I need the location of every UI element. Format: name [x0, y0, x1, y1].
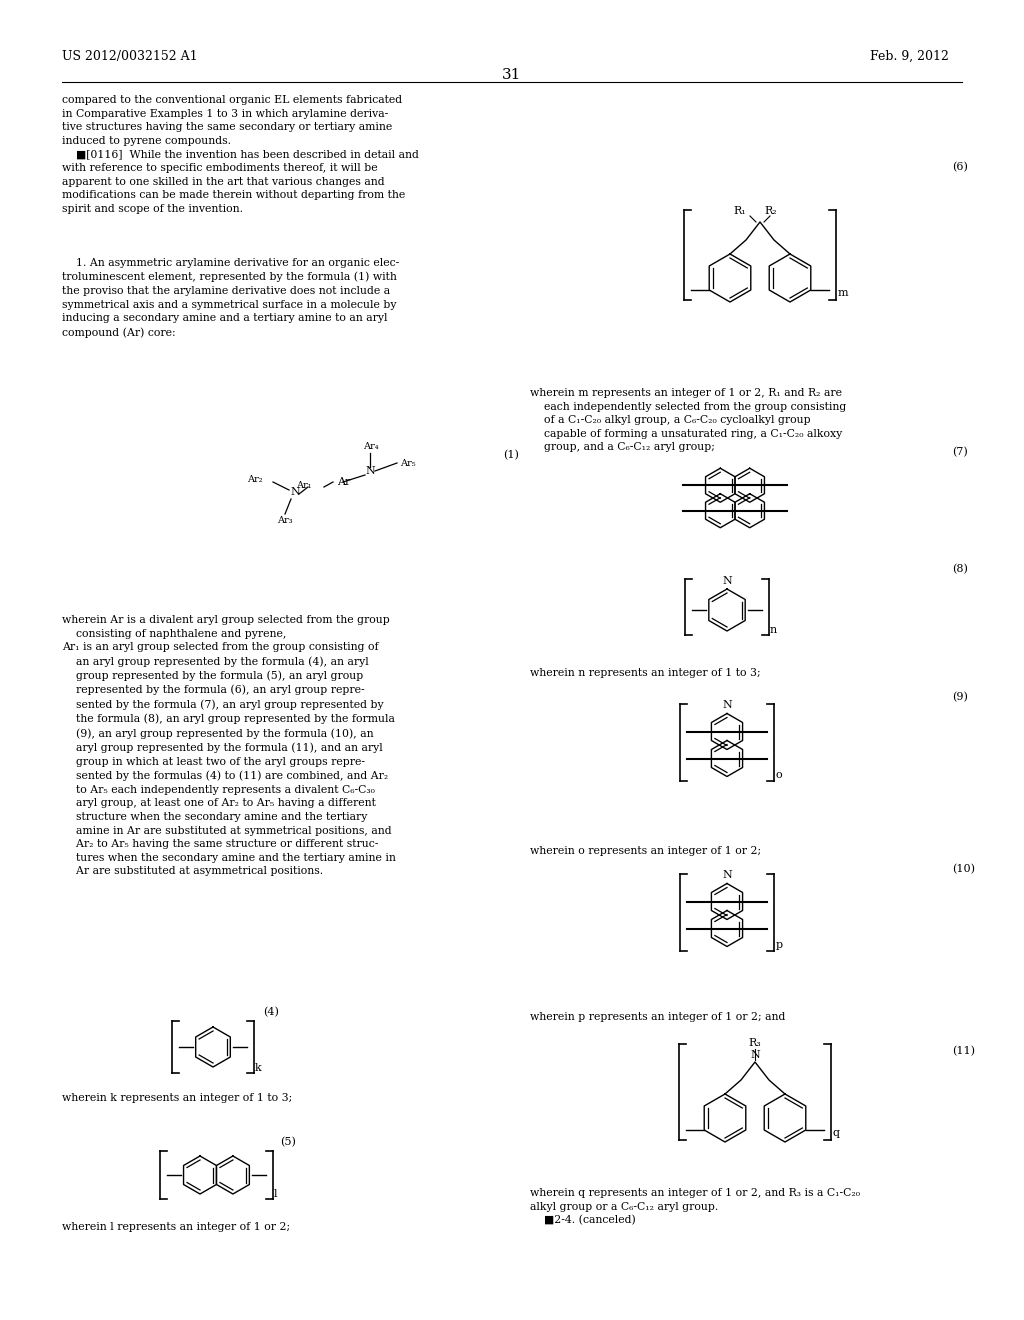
- Text: wherein Ar is a divalent aryl group selected from the group
    consisting of na: wherein Ar is a divalent aryl group sele…: [62, 615, 396, 876]
- Text: N: N: [722, 701, 732, 710]
- Text: q: q: [833, 1129, 840, 1138]
- Text: (4): (4): [263, 1007, 279, 1016]
- Text: compared to the conventional organic EL elements fabricated
in Comparative Examp: compared to the conventional organic EL …: [62, 95, 419, 214]
- Text: Feb. 9, 2012: Feb. 9, 2012: [870, 50, 949, 63]
- Text: R₁: R₁: [733, 206, 746, 216]
- Text: wherein l represents an integer of 1 or 2;: wherein l represents an integer of 1 or …: [62, 1222, 290, 1232]
- Text: Ar₄: Ar₄: [364, 442, 379, 451]
- Text: 1. An asymmetric arylamine derivative for an organic elec-
troluminescent elemen: 1. An asymmetric arylamine derivative fo…: [62, 257, 399, 338]
- Text: N: N: [722, 576, 732, 586]
- Text: wherein p represents an integer of 1 or 2; and: wherein p represents an integer of 1 or …: [530, 1012, 785, 1022]
- Text: Ar: Ar: [337, 477, 350, 487]
- Text: n: n: [770, 624, 777, 635]
- Text: N: N: [366, 466, 375, 477]
- Text: (1): (1): [503, 450, 519, 459]
- Text: o: o: [776, 771, 782, 780]
- Text: 31: 31: [503, 69, 521, 82]
- Text: wherein o represents an integer of 1 or 2;: wherein o represents an integer of 1 or …: [530, 846, 761, 855]
- Text: (8): (8): [952, 564, 968, 574]
- Text: Ar₂: Ar₂: [248, 475, 263, 484]
- Text: N: N: [290, 487, 300, 498]
- Text: (9): (9): [952, 692, 968, 702]
- Text: k: k: [255, 1063, 262, 1073]
- Text: R₂: R₂: [764, 206, 776, 216]
- Text: (10): (10): [952, 863, 975, 874]
- Text: N: N: [722, 870, 732, 880]
- Text: Ar₅: Ar₅: [400, 458, 416, 467]
- Text: wherein m represents an integer of 1 or 2, R₁ and R₂ are
    each independently : wherein m represents an integer of 1 or …: [530, 388, 846, 453]
- Text: Ar₃: Ar₃: [278, 516, 293, 525]
- Text: (6): (6): [952, 161, 968, 172]
- Text: l: l: [273, 1189, 278, 1199]
- Text: (7): (7): [952, 446, 968, 457]
- Text: wherein n represents an integer of 1 to 3;: wherein n represents an integer of 1 to …: [530, 668, 761, 678]
- Text: (5): (5): [280, 1137, 296, 1147]
- Text: p: p: [776, 940, 783, 950]
- Text: wherein q represents an integer of 1 or 2, and R₃ is a C₁-C₂₀
alkyl group or a C: wherein q represents an integer of 1 or …: [530, 1188, 860, 1226]
- Text: m: m: [838, 288, 849, 298]
- Text: (11): (11): [952, 1045, 975, 1056]
- Text: wherein k represents an integer of 1 to 3;: wherein k represents an integer of 1 to …: [62, 1093, 292, 1104]
- Text: R₃: R₃: [749, 1038, 762, 1048]
- Text: N: N: [751, 1049, 760, 1060]
- Text: US 2012/0032152 A1: US 2012/0032152 A1: [62, 50, 198, 63]
- Text: Ar₁: Ar₁: [296, 482, 312, 491]
